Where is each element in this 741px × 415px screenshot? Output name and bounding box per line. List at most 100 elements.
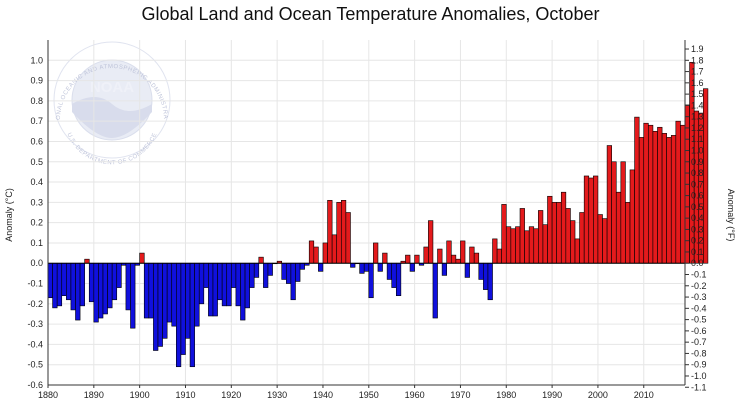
y-tick-label-fahrenheit: -0.5 — [691, 315, 707, 325]
bar-1918 — [221, 262, 228, 307]
y-tick-label-celsius: -0.6 — [27, 380, 43, 390]
bar-1953 — [382, 252, 388, 264]
bar-1968 — [450, 254, 457, 264]
bar-1981 — [510, 228, 516, 264]
x-tick-label: 1900 — [130, 390, 150, 400]
y-tick-label-fahrenheit: -0.3 — [691, 292, 707, 302]
y-tick-label-fahrenheit: 0.5 — [691, 202, 704, 212]
bar-1916 — [212, 262, 218, 317]
y-tick-label-fahrenheit: -0.8 — [691, 348, 707, 358]
bar-1974 — [478, 262, 484, 280]
bar-1964 — [432, 262, 438, 319]
bar-1944 — [340, 200, 347, 264]
bar-1956 — [395, 262, 402, 297]
bar-1948 — [359, 262, 365, 274]
y-tick-label-celsius: 0.2 — [30, 218, 43, 228]
bar-2016 — [670, 135, 677, 264]
bar-2017 — [675, 120, 681, 264]
bar-1902 — [148, 262, 154, 319]
y-tick-label-celsius: 1.0 — [30, 55, 43, 65]
bar-2006 — [625, 202, 631, 264]
x-tick-label: 1980 — [496, 390, 516, 400]
bar-2023 — [703, 88, 709, 264]
y-axis-label-celsius: Anomaly (°C) — [4, 188, 14, 242]
y-tick-label-fahrenheit: -0.1 — [691, 270, 707, 280]
bar-1934 — [295, 262, 301, 282]
y-tick-label-fahrenheit: 1.0 — [691, 145, 704, 155]
bar-2007 — [629, 169, 635, 264]
y-axis-label-fahrenheit: Anomaly (°F) — [726, 189, 736, 242]
y-tick-label-fahrenheit: 1.5 — [691, 89, 704, 99]
x-tick-label: 1880 — [38, 390, 58, 400]
y-tick-label-celsius: -0.2 — [27, 299, 43, 309]
bar-1924 — [249, 262, 255, 288]
x-tick-label: 2000 — [588, 390, 608, 400]
bar-1993 — [565, 208, 571, 264]
y-tick-label-fahrenheit: 1.6 — [691, 78, 704, 88]
bar-1952 — [377, 262, 383, 272]
y-tick-label-fahrenheit: 0.4 — [691, 213, 704, 223]
x-tick-label: 1990 — [542, 390, 562, 400]
y-tick-label-fahrenheit: 1.9 — [691, 44, 704, 54]
bar-1885 — [70, 262, 76, 311]
bar-1910 — [185, 262, 191, 339]
bar-1963 — [428, 220, 434, 264]
bar-1943 — [336, 202, 342, 264]
y-tick-label-fahrenheit: 1.2 — [691, 123, 704, 133]
bar-1920 — [231, 262, 237, 288]
bars — [47, 62, 709, 368]
y-tick-label-fahrenheit: 1.3 — [691, 112, 704, 122]
bar-1906 — [166, 262, 173, 323]
bar-1886 — [75, 262, 81, 321]
bar-1996 — [579, 212, 585, 264]
bar-1890 — [93, 262, 99, 323]
bar-1917 — [217, 262, 223, 301]
bar-1949 — [363, 262, 370, 272]
bar-1921 — [235, 262, 241, 307]
bar-1882 — [56, 262, 63, 307]
x-tick-label: 1940 — [313, 390, 333, 400]
bar-1889 — [88, 262, 95, 303]
bar-1992 — [560, 191, 567, 264]
x-tick-label: 1910 — [175, 390, 195, 400]
bar-2008 — [634, 116, 640, 264]
bar-1927 — [263, 262, 269, 288]
y-tick-label-celsius: 0.5 — [30, 157, 43, 167]
bar-1990 — [551, 202, 557, 264]
bar-1926 — [258, 256, 264, 264]
bar-1965 — [437, 248, 443, 264]
bar-1972 — [469, 246, 475, 264]
y-tick-label-celsius: -0.5 — [27, 360, 43, 370]
bar-1923 — [244, 262, 250, 309]
bar-1941 — [327, 200, 333, 264]
bar-1986 — [533, 228, 539, 264]
bar-1898 — [130, 262, 136, 329]
y-tick-label-fahrenheit: -0.2 — [691, 281, 707, 291]
x-tick-label: 1960 — [405, 390, 425, 400]
bar-1942 — [331, 234, 338, 264]
bar-1994 — [570, 220, 576, 264]
bar-1999 — [593, 175, 599, 264]
y-tick-label-fahrenheit: -0.4 — [691, 303, 707, 313]
y-tick-label-fahrenheit: 0.2 — [691, 236, 704, 246]
y-tick-label-celsius: 0.4 — [30, 177, 43, 187]
bar-1909 — [180, 262, 186, 355]
bar-1937 — [308, 240, 315, 264]
y-tick-label-fahrenheit: -0.7 — [691, 337, 707, 347]
bar-1946 — [350, 262, 356, 268]
y-tick-label-fahrenheit: -1.1 — [691, 382, 707, 392]
bar-1985 — [528, 226, 535, 264]
bar-1962 — [423, 246, 429, 264]
x-tick-label: 2010 — [634, 390, 654, 400]
bar-1967 — [446, 240, 452, 264]
bar-2015 — [666, 137, 672, 264]
bar-1979 — [501, 204, 507, 264]
bar-1895 — [116, 262, 122, 288]
y-tick-label-celsius: 0.6 — [30, 136, 43, 146]
bar-2012 — [652, 131, 658, 264]
y-tick-label-celsius: 0.7 — [30, 116, 43, 126]
bar-2005 — [620, 161, 626, 264]
y-tick-label-fahrenheit: 0.0 — [691, 258, 704, 268]
bar-1915 — [208, 262, 214, 317]
